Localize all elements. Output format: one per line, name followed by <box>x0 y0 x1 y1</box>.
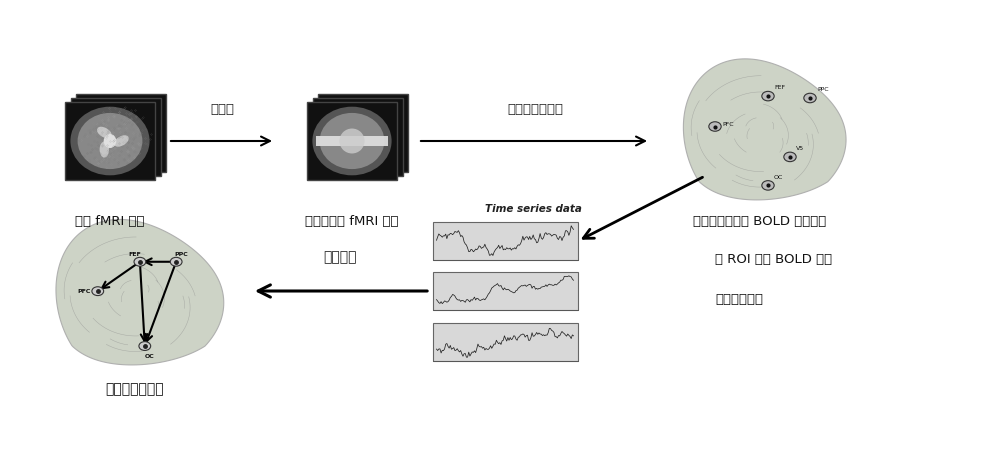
Ellipse shape <box>350 121 376 146</box>
Ellipse shape <box>115 126 127 141</box>
Text: 选择感兴趣区域: 选择感兴趣区域 <box>507 102 563 116</box>
Ellipse shape <box>339 129 365 154</box>
Ellipse shape <box>762 181 774 190</box>
Ellipse shape <box>323 99 403 168</box>
Text: 将 ROI 上的 BOLD 信号: 将 ROI 上的 BOLD 信号 <box>715 253 832 266</box>
Ellipse shape <box>331 105 395 161</box>
FancyBboxPatch shape <box>327 128 399 139</box>
Ellipse shape <box>804 93 816 103</box>
Text: 原始 fMRI 数据: 原始 fMRI 数据 <box>75 214 145 227</box>
Text: PPC: PPC <box>174 252 188 257</box>
Text: 网络构建: 网络构建 <box>323 250 357 264</box>
Ellipse shape <box>170 257 182 266</box>
Text: 预处理后的 fMRI 数据: 预处理后的 fMRI 数据 <box>305 214 399 227</box>
Text: PPC: PPC <box>817 87 829 92</box>
Ellipse shape <box>345 125 370 150</box>
FancyBboxPatch shape <box>318 95 408 172</box>
Text: PFC: PFC <box>77 289 90 294</box>
FancyBboxPatch shape <box>432 323 578 361</box>
Ellipse shape <box>89 105 153 161</box>
Ellipse shape <box>318 103 397 171</box>
Ellipse shape <box>108 119 123 130</box>
Ellipse shape <box>97 127 112 138</box>
Text: OC: OC <box>145 354 155 359</box>
Ellipse shape <box>102 123 117 135</box>
FancyBboxPatch shape <box>70 98 160 176</box>
Ellipse shape <box>104 134 116 148</box>
Ellipse shape <box>81 99 161 168</box>
Text: 转成时间序列: 转成时间序列 <box>715 292 763 306</box>
FancyBboxPatch shape <box>432 272 578 310</box>
Ellipse shape <box>762 91 774 101</box>
FancyBboxPatch shape <box>316 136 388 147</box>
Ellipse shape <box>325 109 390 165</box>
Ellipse shape <box>119 131 134 143</box>
Text: 预处理: 预处理 <box>210 102 234 116</box>
Ellipse shape <box>125 128 140 139</box>
Ellipse shape <box>139 342 151 350</box>
FancyBboxPatch shape <box>432 222 578 260</box>
Ellipse shape <box>709 122 721 131</box>
Ellipse shape <box>134 257 146 266</box>
Ellipse shape <box>78 113 142 169</box>
Text: PFC: PFC <box>722 122 734 126</box>
Ellipse shape <box>312 106 392 175</box>
Text: 感兴趣区域上的 BOLD 磁化信号: 感兴趣区域上的 BOLD 磁化信号 <box>693 214 827 227</box>
Polygon shape <box>56 219 224 365</box>
FancyBboxPatch shape <box>307 102 397 180</box>
Ellipse shape <box>76 103 155 171</box>
Ellipse shape <box>784 152 796 162</box>
Ellipse shape <box>100 142 109 158</box>
Text: FEF: FEF <box>129 252 141 257</box>
Ellipse shape <box>70 106 150 175</box>
FancyBboxPatch shape <box>65 102 155 180</box>
FancyBboxPatch shape <box>312 98 403 176</box>
Ellipse shape <box>114 135 129 147</box>
Text: FEF: FEF <box>774 85 785 90</box>
FancyBboxPatch shape <box>322 132 394 142</box>
Ellipse shape <box>92 287 104 296</box>
Text: 脑效应连接网络: 脑效应连接网络 <box>106 382 164 396</box>
Ellipse shape <box>320 113 384 169</box>
Text: Time series data: Time series data <box>485 204 582 214</box>
Text: V5: V5 <box>796 146 804 151</box>
Ellipse shape <box>83 109 148 165</box>
Ellipse shape <box>109 130 122 144</box>
Ellipse shape <box>111 134 120 150</box>
FancyBboxPatch shape <box>76 95 166 172</box>
Text: OC: OC <box>774 175 783 180</box>
Ellipse shape <box>105 138 115 154</box>
Polygon shape <box>683 59 846 200</box>
